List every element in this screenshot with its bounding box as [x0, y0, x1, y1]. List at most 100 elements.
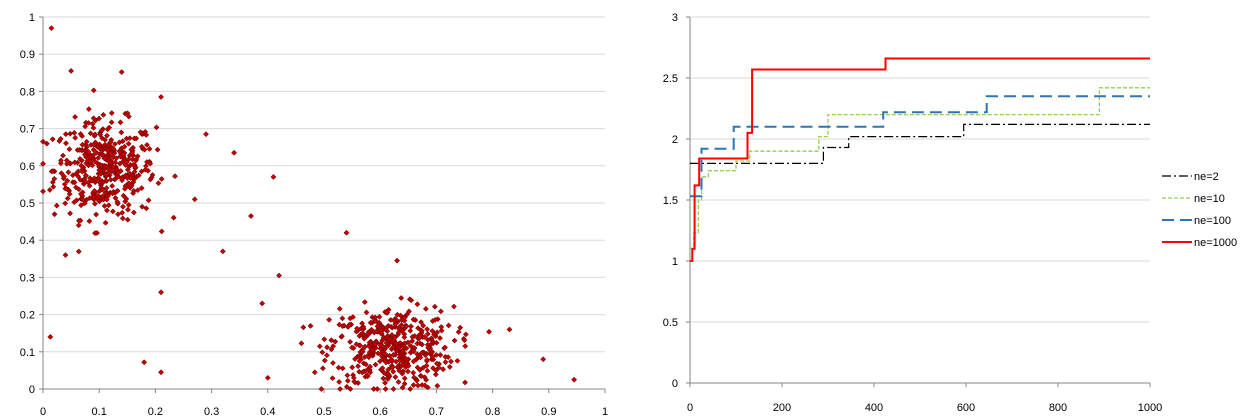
series-line-ne-1000	[690, 57, 1150, 262]
scatter-point	[128, 182, 135, 189]
scatter-point	[83, 160, 90, 167]
scatter-point	[62, 252, 69, 259]
scatter-point	[410, 369, 417, 376]
scatter-point	[330, 360, 336, 366]
y-tick-label: 0.8	[20, 86, 35, 98]
x-tick-label: 0.7	[429, 406, 444, 418]
scatter-point	[97, 171, 104, 177]
scatter-point	[77, 131, 84, 137]
scatter-point	[102, 189, 109, 196]
scatter-point	[324, 344, 331, 351]
scatter-point	[114, 198, 121, 205]
scatter-point	[120, 203, 126, 210]
scatter-point	[77, 155, 83, 162]
scatter-point	[369, 347, 376, 354]
scatter-point	[398, 362, 405, 369]
scatter-point	[98, 127, 105, 134]
scatter-point	[381, 370, 388, 377]
scatter-point	[124, 206, 131, 213]
scatter-point	[143, 205, 150, 212]
scatter-point	[414, 340, 421, 347]
scatter-point	[276, 272, 282, 279]
scatter-point	[374, 386, 381, 392]
scatter-point	[123, 159, 130, 166]
scatter-point	[133, 156, 140, 162]
line-axes	[686, 16, 1151, 387]
scatter-point	[311, 369, 318, 376]
scatter-point	[117, 148, 123, 155]
scatter-point	[71, 179, 78, 186]
scatter-point	[73, 197, 80, 204]
scatter-point	[135, 172, 142, 179]
scatter-point	[432, 316, 439, 323]
scatter-point	[61, 181, 68, 188]
scatter-point	[138, 185, 145, 192]
scatter-point	[68, 67, 75, 74]
scatter-point	[420, 322, 427, 329]
scatter-point	[67, 210, 74, 217]
scatter-point	[404, 368, 411, 375]
scatter-point	[437, 352, 444, 358]
scatter-point	[73, 184, 79, 191]
scatter-point	[414, 351, 421, 358]
step-line-chart: 0 200 400 600 800 1000 0 0.5 1 1.5 2 2.5 3 ne=2 ne=1…	[663, 12, 1237, 414]
y-tick-label: 0.9	[20, 49, 35, 61]
scatter-point	[350, 314, 356, 321]
scatter-point	[355, 363, 362, 370]
scatter-point	[429, 353, 436, 360]
scatter-point	[79, 166, 86, 173]
scatter-point	[62, 131, 69, 138]
scatter-point	[396, 367, 403, 374]
scatter-point	[85, 106, 92, 113]
scatter-point	[437, 308, 444, 315]
scatter-point	[120, 192, 127, 199]
scatter-point	[270, 174, 277, 180]
series-line-ne-10	[690, 87, 1150, 250]
scatter-point	[394, 257, 401, 264]
scatter-point	[451, 337, 458, 344]
scatter-point	[343, 383, 350, 390]
scatter-point	[102, 219, 109, 226]
scatter-point	[376, 313, 383, 320]
scatter-point	[106, 159, 113, 166]
scatter-point	[65, 186, 72, 193]
line-y-tick-labels: 0 0.5 1 1.5 2 2.5 3	[663, 12, 678, 390]
scatter-point	[379, 337, 386, 344]
scatter-point	[362, 343, 369, 350]
scatter-point	[118, 129, 125, 136]
scatter-point	[390, 351, 397, 358]
scatter-point	[142, 166, 149, 173]
scatter-point	[92, 177, 99, 183]
scatter-point	[401, 317, 408, 324]
scatter-point	[57, 135, 64, 142]
scatter-point	[455, 329, 462, 335]
scatter-point	[97, 131, 104, 138]
scatter-point	[115, 170, 122, 177]
scatter-point	[82, 123, 89, 130]
legend-label: ne=100	[1194, 215, 1231, 227]
scatter-point	[99, 186, 106, 193]
series-line-ne-100	[690, 95, 1150, 198]
scatter-point	[354, 325, 360, 332]
scatter-point	[410, 348, 417, 355]
scatter-point	[123, 195, 130, 202]
scatter-point	[119, 209, 126, 216]
scatter-point	[345, 324, 351, 330]
scatter-point	[367, 319, 374, 326]
scatter-point	[60, 152, 66, 159]
scatter-point	[138, 168, 145, 175]
scatter-point	[418, 319, 424, 326]
scatter-point	[401, 334, 408, 341]
y-tick-label: 0.5	[663, 317, 678, 329]
scatter-point	[57, 157, 64, 164]
scatter-point	[81, 177, 88, 184]
y-tick-label: 0	[672, 378, 678, 390]
scatter-point	[401, 331, 408, 338]
scatter-point	[321, 357, 328, 364]
scatter-point	[87, 130, 94, 137]
scatter-point	[380, 375, 387, 382]
scatter-point	[347, 386, 354, 392]
scatter-point	[103, 196, 110, 203]
scatter-point	[92, 230, 98, 237]
